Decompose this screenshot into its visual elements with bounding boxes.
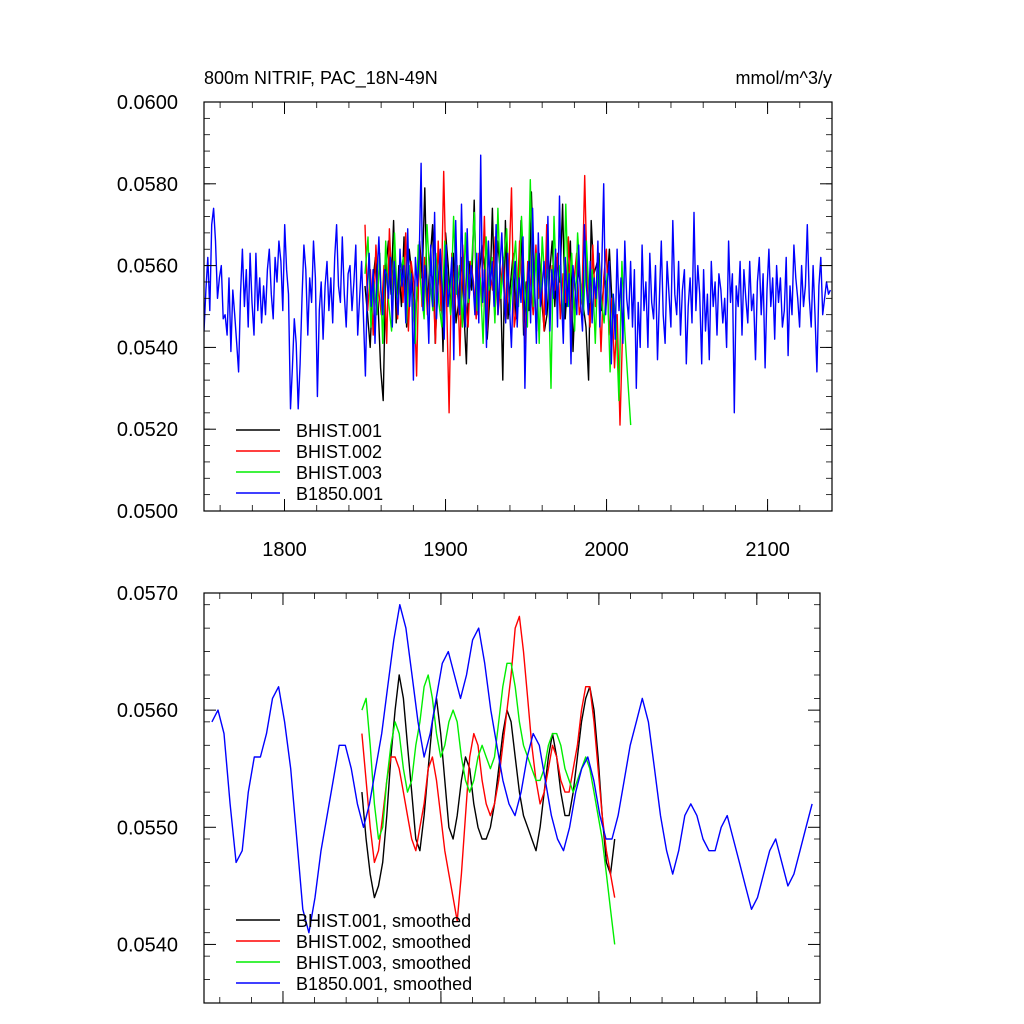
bottom-y-tick-label: 0.0560	[117, 700, 178, 722]
top-y-tick-label: 0.0560	[117, 256, 178, 278]
bottom-legend-label: BHIST.001, smoothed	[296, 911, 471, 931]
top-legend-label: BHIST.001	[296, 421, 382, 441]
series-line-bottom-2	[361, 615, 616, 922]
top-legend-label: BHIST.002	[296, 442, 382, 462]
top-x-tick-label: 2100	[745, 539, 790, 561]
bottom-y-tick-label: 0.0540	[117, 934, 178, 956]
top-x-tick-label: 1900	[423, 539, 468, 561]
top-series-lines	[204, 154, 832, 426]
top-y-tick-label: 0.0580	[117, 174, 178, 196]
top-legend-label: BHIST.003	[296, 463, 382, 483]
bottom-axes: 0.0540 0.0550 0.0560 0.0570	[117, 583, 821, 1004]
bottom-legend-label: BHIST.003, smoothed	[296, 953, 471, 973]
bottom-series-lines	[211, 604, 813, 945]
bottom-legend-label: B1850.001, smoothed	[296, 974, 472, 994]
series-line-bottom-1	[361, 674, 616, 899]
top-legend-label: B1850.001	[296, 484, 383, 504]
bottom-panel: 0.0540 0.0550 0.0560 0.0570 BHIST.001, smoo…	[117, 583, 821, 1004]
top-y-tick-label: 0.0520	[117, 419, 178, 441]
top-y-tick-label: 0.0600	[117, 92, 178, 114]
top-x-tick-label: 1800	[262, 539, 307, 561]
top-axes: 0.0500 0.0520 0.0540 0.0560 0.0580 0.0600 1800…	[117, 92, 833, 561]
top-chart-units: mmol/m^3/y	[736, 68, 832, 88]
bottom-legend-label: BHIST.002, smoothed	[296, 932, 471, 952]
bottom-plot-frame	[203, 592, 821, 1004]
bottom-y-tick-label: 0.0570	[117, 583, 178, 605]
top-chart-title: 800m NITRIF, PAC_18N-49N	[204, 68, 438, 89]
top-x-tick-label: 2000	[584, 539, 629, 561]
top-y-tick-label: 0.0540	[117, 337, 178, 359]
top-y-tick-label: 0.0500	[117, 501, 178, 523]
series-line-top-2	[364, 170, 624, 426]
series-line-top-4	[204, 154, 832, 414]
top-panel: 800m NITRIF, PAC_18N-49N mmol/m^3/y 0.05…	[117, 68, 833, 561]
top-plot-frame	[203, 101, 833, 512]
series-line-top-1	[364, 187, 616, 402]
series-line-bottom-4	[211, 604, 813, 934]
series-line-bottom-3	[361, 662, 616, 945]
bottom-y-tick-label: 0.0550	[117, 817, 178, 839]
